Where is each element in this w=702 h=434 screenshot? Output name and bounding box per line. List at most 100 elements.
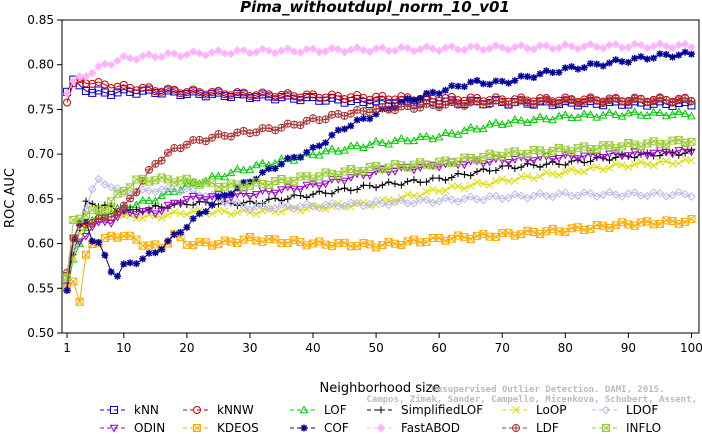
data-point [208, 201, 216, 209]
data-point [605, 187, 614, 197]
data-point [441, 43, 450, 53]
data-point [208, 133, 217, 142]
data-point [466, 192, 475, 201]
data-point [643, 160, 652, 169]
data-point [523, 172, 532, 181]
legend-item-loop: LoOP [502, 403, 567, 417]
data-point [566, 147, 577, 156]
data-point [466, 181, 475, 190]
data-point [617, 43, 627, 52]
data-point [62, 273, 72, 282]
data-point [618, 161, 626, 169]
data-point [303, 148, 311, 156]
data-point [460, 83, 468, 91]
data-point [359, 181, 367, 189]
data-point [391, 106, 400, 115]
data-point [441, 128, 450, 137]
data-point [63, 98, 72, 107]
data-point [359, 171, 368, 180]
watermark-line-2: Campos, Zimek, Sander, Campello, Micenko… [366, 394, 702, 405]
data-point [542, 160, 550, 168]
data-point [100, 80, 109, 89]
data-point [75, 297, 84, 306]
data-point [472, 195, 482, 204]
data-point [485, 100, 494, 109]
data-point [347, 187, 355, 195]
data-point [516, 115, 526, 124]
data-point [308, 174, 318, 183]
data-point [163, 84, 172, 93]
legend-item-ldof: LDOF [592, 403, 658, 417]
legend-item-simplifiedlof: SimplifiedLOF [367, 403, 483, 417]
data-point [94, 62, 103, 71]
data-point [403, 136, 412, 145]
data-point [579, 142, 589, 151]
data-point [573, 112, 583, 121]
data-point [376, 423, 386, 433]
data-point [88, 88, 97, 97]
data-point [403, 198, 412, 208]
data-point [529, 157, 539, 166]
data-point [410, 176, 418, 184]
data-point [151, 202, 159, 210]
data-point [290, 94, 299, 103]
data-point [69, 243, 78, 253]
data-point [265, 195, 273, 203]
data-point [378, 166, 387, 174]
data-point [415, 132, 425, 141]
data-point [201, 137, 210, 146]
data-point [390, 197, 400, 207]
x-tick-label: 20 [179, 341, 194, 355]
data-point [176, 144, 185, 153]
data-point [649, 149, 658, 158]
x-tick-label: 30 [242, 341, 257, 355]
data-point [668, 43, 677, 53]
data-point [535, 189, 545, 198]
data-point [423, 178, 431, 186]
data-point [555, 68, 563, 76]
data-point [662, 50, 670, 58]
data-point [69, 254, 78, 263]
data-point [497, 120, 507, 128]
legend-label: kNN [134, 403, 159, 417]
data-point [536, 172, 544, 181]
data-point [138, 83, 147, 92]
data-point [668, 110, 677, 118]
data-point [472, 42, 482, 52]
data-point [322, 139, 330, 147]
data-point [542, 191, 551, 200]
data-point [479, 80, 487, 88]
data-point [296, 48, 305, 57]
data-point [447, 182, 456, 191]
data-point [88, 184, 97, 194]
y-tick-label: 0.50 [27, 326, 54, 340]
data-point [302, 90, 311, 99]
data-point [170, 49, 179, 58]
data-point [674, 187, 684, 197]
data-point [346, 141, 356, 150]
data-point [592, 42, 602, 52]
legend-item-inflo: INFLO [592, 421, 661, 434]
data-point [246, 197, 254, 205]
data-point [245, 205, 255, 215]
y-tick-label: 0.60 [27, 237, 54, 251]
data-point [416, 103, 425, 112]
data-point [227, 190, 235, 198]
data-point [296, 185, 305, 194]
data-point [62, 89, 72, 98]
data-point [580, 42, 589, 51]
data-point [151, 52, 160, 62]
data-point [163, 148, 172, 157]
data-point [486, 80, 494, 88]
data-point [586, 40, 595, 49]
data-point [385, 178, 393, 186]
data-point [599, 165, 607, 174]
x-tick-label: 40 [305, 341, 320, 355]
data-point [321, 115, 330, 124]
data-point [220, 131, 229, 140]
data-point [504, 158, 513, 167]
data-point [409, 166, 419, 175]
data-point [686, 137, 697, 146]
data-point [245, 165, 255, 173]
data-point [623, 139, 634, 148]
